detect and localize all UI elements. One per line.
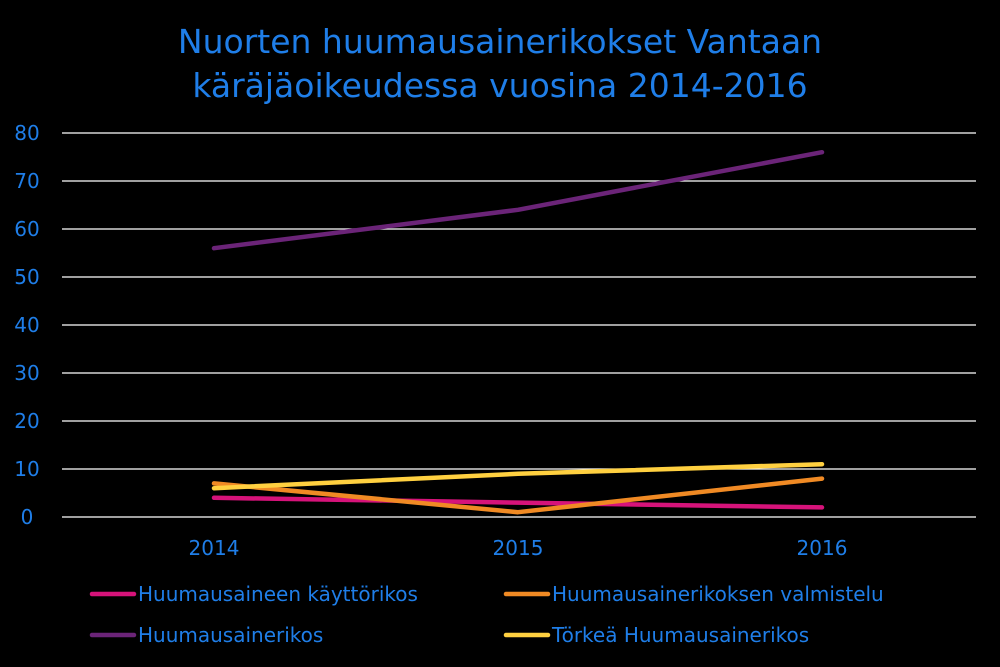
chart-title-line-2: käräjäoikeudessa vuosina 2014-2016 <box>192 66 807 105</box>
series-line-1 <box>211 495 825 510</box>
legend: Huumausaineen käyttörikos Huumausaineriko… <box>89 582 884 647</box>
legend-item: Huumausaineen käyttörikos <box>89 582 418 606</box>
legend-item: Huumausainerikos <box>89 623 323 647</box>
x-tick-label: 2015 <box>493 536 544 560</box>
series-line-4 <box>211 461 825 491</box>
y-tick-label: 60 <box>14 217 39 241</box>
legend-item: Huumausainerikoksen valmistelu <box>503 582 884 606</box>
chart-title: Nuorten huumausainerikokset Vantaan kärä… <box>178 22 822 105</box>
y-axis-tick-labels: 0 10 20 30 40 50 60 70 80 <box>14 121 39 529</box>
series-line-3 <box>211 149 825 251</box>
x-tick-label: 2014 <box>189 536 240 560</box>
chart-title-line-1: Nuorten huumausainerikokset Vantaan <box>178 22 822 61</box>
y-tick-label: 0 <box>21 505 34 529</box>
y-tick-label: 70 <box>14 169 39 193</box>
gridlines <box>62 132 976 518</box>
y-tick-label: 10 <box>14 457 39 481</box>
y-tick-label: 30 <box>14 361 39 385</box>
legend-label: Törkeä Huumausainerikos <box>551 623 809 647</box>
y-tick-label: 40 <box>14 313 39 337</box>
series-line-2 <box>211 476 825 515</box>
x-tick-label: 2016 <box>797 536 848 560</box>
y-tick-label: 20 <box>14 409 39 433</box>
legend-label: Huumausaineen käyttörikos <box>138 582 418 606</box>
y-tick-label: 80 <box>14 121 39 145</box>
x-axis-tick-labels: 2014 2015 2016 <box>189 536 848 560</box>
legend-label: Huumausainerikos <box>138 623 323 647</box>
legend-item: Törkeä Huumausainerikos <box>503 623 809 647</box>
series-lines <box>211 149 825 515</box>
y-tick-label: 50 <box>14 265 39 289</box>
legend-label: Huumausainerikoksen valmistelu <box>552 582 884 606</box>
